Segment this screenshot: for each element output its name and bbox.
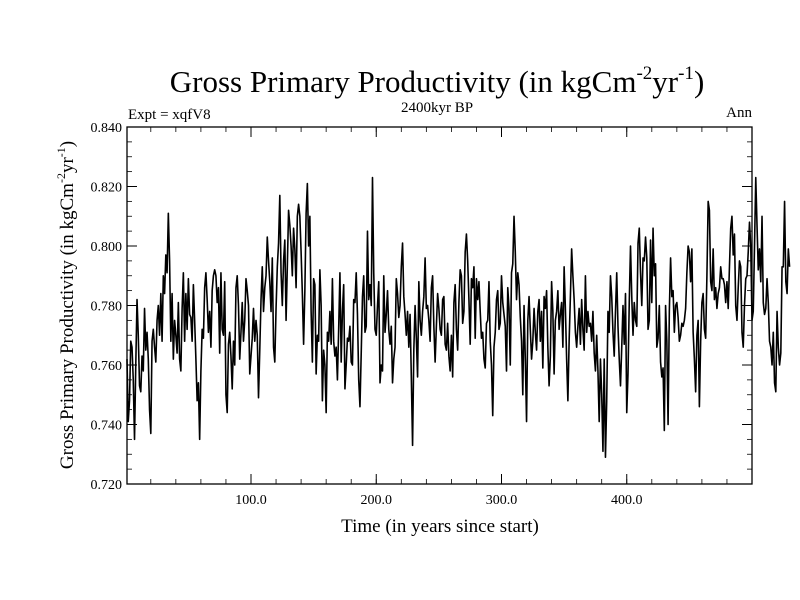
y-tick-label: 0.740 xyxy=(91,419,123,434)
y-tick-label: 0.780 xyxy=(91,300,123,315)
x-tick-label: 100.0 xyxy=(235,493,267,508)
chart-title: Gross Primary Productivity (in kgCm-2yr-… xyxy=(170,63,705,99)
y-tick-label: 0.840 xyxy=(91,121,123,136)
y-tick-label: 0.760 xyxy=(91,359,123,374)
y-tick-label: 0.820 xyxy=(91,181,123,196)
y-axis-label: Gross Primary Productivity (in kgCm-2yr-… xyxy=(54,141,78,469)
series-line-gpp xyxy=(126,176,791,459)
subtitle-experiment: Expt = xqfV8 xyxy=(128,107,211,123)
x-tick-label: 300.0 xyxy=(486,493,518,508)
subtitle-period: 2400kyr BP xyxy=(401,100,473,116)
x-axis-ticks: 100.0 200.0 300.0 400.0 xyxy=(150,127,753,508)
y-tick-label: 0.800 xyxy=(91,240,123,255)
x-tick-label: 200.0 xyxy=(360,493,392,508)
y-axis-ticks: 0.720 0.740 0.760 0.780 0.800 0.820 0.840 xyxy=(91,121,752,493)
x-tick-label: 400.0 xyxy=(611,493,643,508)
subtitle-season: Ann xyxy=(726,105,752,121)
y-tick-label: 0.720 xyxy=(91,478,123,493)
x-axis-label: Time (in years since start) xyxy=(341,516,539,537)
